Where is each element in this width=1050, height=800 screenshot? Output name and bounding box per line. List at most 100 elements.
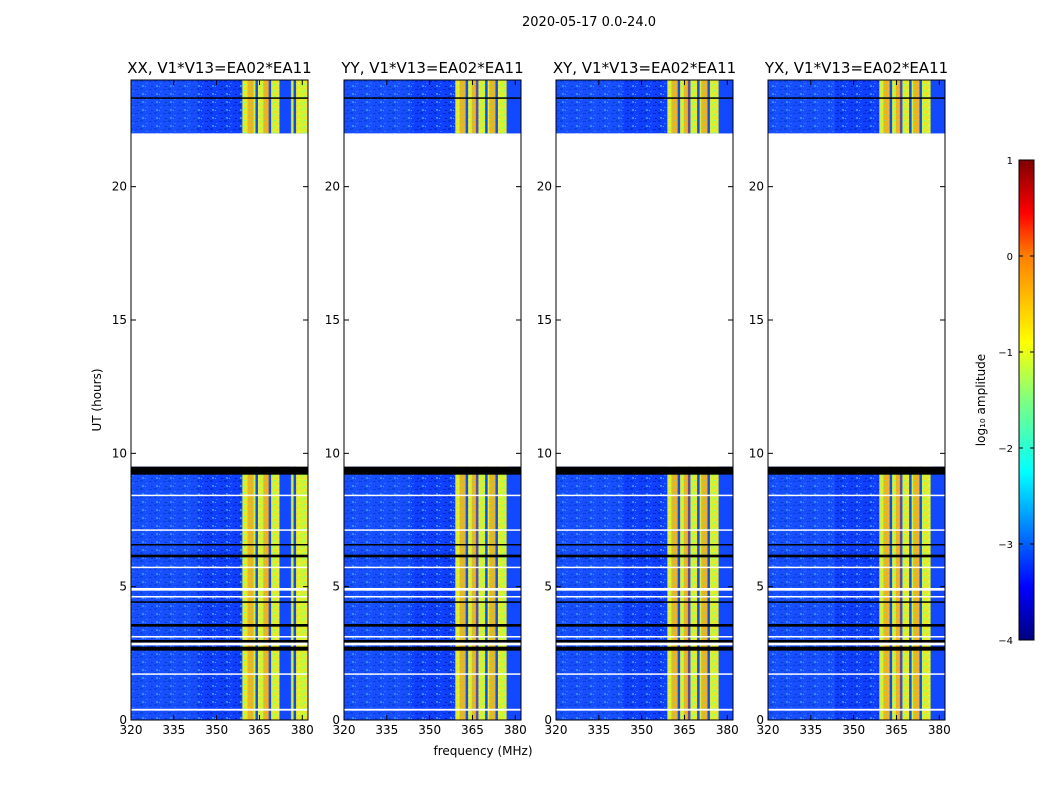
channel-notch [707,80,710,134]
x-tick-label: 320 [333,723,356,737]
rfi-hot-column [683,466,690,720]
rfi-band [667,466,719,720]
gap-row [131,596,308,598]
x-tick-label: 350 [205,723,228,737]
channel-notch [255,80,258,134]
flagged-row [768,97,945,99]
rfi-hot-column [671,80,678,134]
rfi-hot-column [471,466,478,720]
channel-notch [919,80,922,134]
channel-notch [707,466,710,720]
channel-notch [465,80,469,134]
gap-row [344,596,521,598]
x-tick-label: 365 [673,723,696,737]
channel-notch [697,80,700,134]
gap-row [768,529,945,531]
gap-row [556,529,733,531]
y-tick-label: 0 [119,713,127,727]
panel-title: YX, V1*V13=EA02*EA11 [764,59,948,77]
y-tick-label: 10 [537,446,552,460]
rfi-band [242,80,308,134]
diffuse-emission [768,80,835,134]
channel-notch [465,466,469,720]
flagged-row [131,646,308,651]
rfi-band [879,466,931,720]
y-tick-label: 15 [112,313,127,327]
panel-frame [767,79,946,721]
y-tick-label: 0 [544,713,552,727]
y-tick-label: 20 [537,180,552,194]
x-tick-label: 320 [120,723,143,737]
flagged-row [131,640,308,643]
y-tick-label: 5 [119,580,127,594]
flagged-row [344,640,521,643]
rfi-hot-column [247,466,254,720]
x-tick-label: 380 [291,723,314,737]
x-tick-label: 380 [504,723,527,737]
gap-row [344,636,521,638]
panel-frame [555,79,734,721]
y-tick-label: 0 [756,713,764,727]
rfi-hot-column [913,80,920,134]
diffuse-emission [131,466,198,720]
diffuse-emission [556,466,623,720]
panel-3: YX, V1*V13=EA02*EA11 0 5 10 15 20 320 335 350 365… [749,59,951,737]
channel-notch [475,466,479,720]
gap-row [768,708,945,711]
channel-notch [909,466,912,720]
diffuse-emission [344,80,411,134]
panel-frame [343,79,522,721]
colorbar-tick-label: 0 [1007,252,1013,263]
gap-row [556,596,733,598]
flagged-row [131,624,308,627]
rfi-band [242,466,308,720]
rfi-hot-column [683,80,690,134]
flagged-row [344,97,521,99]
gap-row [131,566,308,569]
rfi-hot-column [883,80,890,134]
y-tick-label: 15 [749,313,764,327]
flagged-row [556,624,733,627]
flagged-row [556,554,733,558]
gap-row [344,708,521,711]
band-edge [718,80,733,134]
y-tick-label: 5 [544,580,552,594]
rfi-band [667,80,719,134]
gap-row [131,636,308,638]
gap-row [556,636,733,638]
gap-row [556,494,733,497]
flagged-row [768,466,945,475]
y-tick-label: 15 [325,313,340,327]
gap-row [768,494,945,497]
diffuse-emission [768,466,835,720]
flagged-row [131,554,308,558]
x-tick-label: 365 [248,723,271,737]
flagged-row [131,601,308,603]
diffuse-emission [344,466,411,720]
flagged-row [131,97,308,99]
gap-row [556,588,733,591]
gap-row [344,566,521,569]
rfi-band [455,466,507,720]
y-tick-label: 20 [325,180,340,194]
flagged-row [768,640,945,643]
channel-notch [255,466,258,720]
flagged-row [768,646,945,651]
rfi-band [455,80,507,134]
flagged-row [344,646,521,651]
band-edge [506,466,521,720]
gap-row [768,566,945,569]
rfi-hot-column [263,80,270,134]
gap-row [131,642,308,646]
flagged-row [344,466,521,475]
colorbar-tick-label: −4 [998,636,1013,647]
channel-notch [677,80,681,134]
gap-row [556,642,733,646]
rfi-hot-column [489,80,496,134]
flagged-row [556,646,733,651]
channel-notch [889,466,893,720]
panel-title: XY, V1*V13=EA02*EA11 [553,59,736,77]
colorbar: 1 0 −1 −2 −3 −4 [998,156,1035,647]
channel-notch [268,80,272,134]
